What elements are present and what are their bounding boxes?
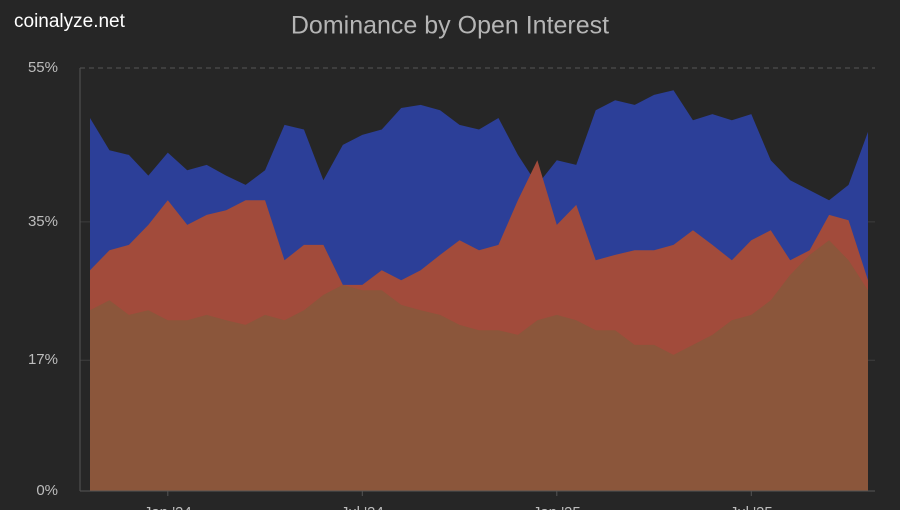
area [90, 240, 868, 491]
y-tick-label: 17% [28, 351, 58, 368]
x-tick-label: Jul '25 [730, 504, 773, 510]
y-tick-label: 35% [28, 213, 58, 230]
y-tick-label: 0% [36, 482, 58, 499]
x-tick-label: Jan '25 [533, 504, 581, 510]
y-tick-label: 55% [28, 59, 58, 76]
x-tick-label: Jan '24 [144, 504, 192, 510]
brand: coinalyze.net [14, 11, 126, 32]
chart-title: Dominance by Open Interest [291, 12, 609, 40]
x-tick-label: Jul '24 [341, 504, 384, 510]
